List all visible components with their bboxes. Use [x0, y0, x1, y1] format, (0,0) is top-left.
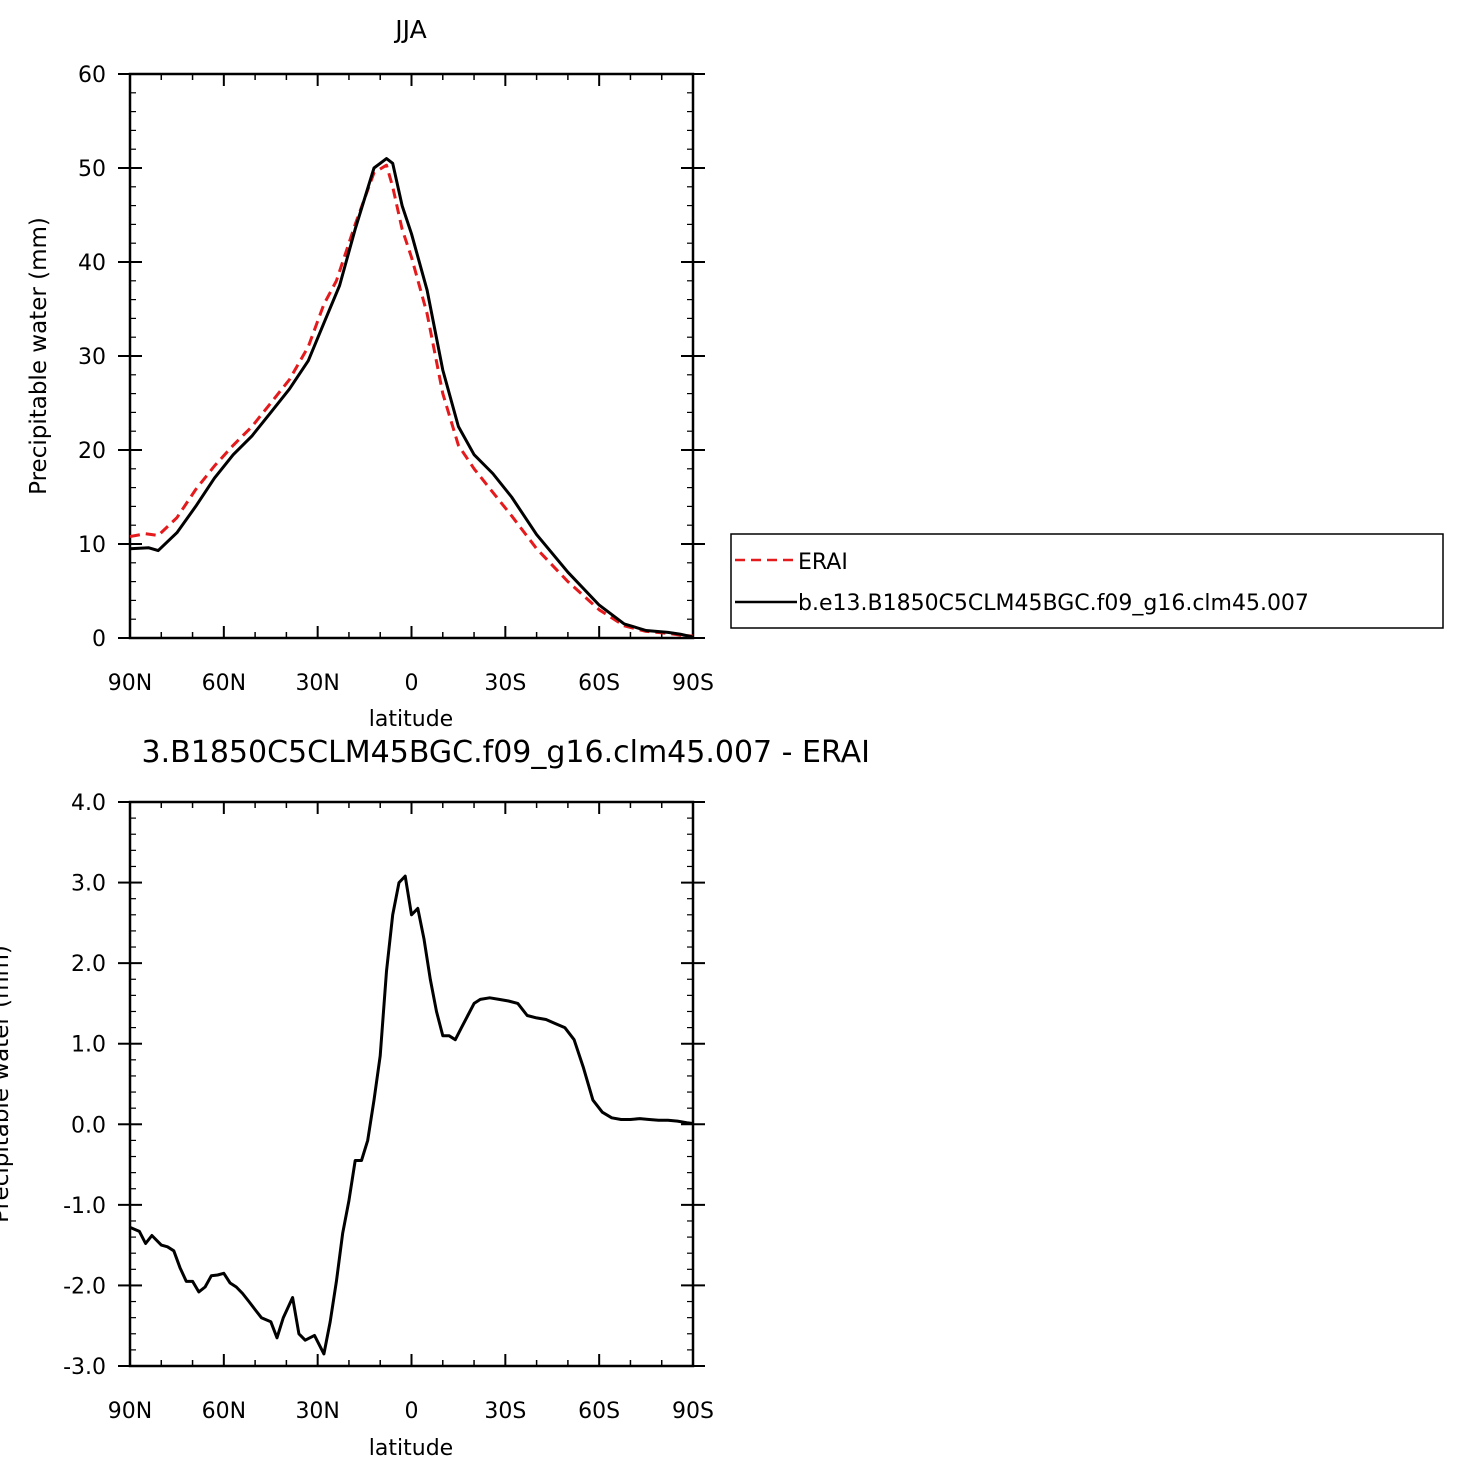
x-tick-label: 60S	[578, 671, 620, 696]
x-tick-label: 90N	[108, 1399, 152, 1424]
legend-label-model: b.e13.B1850C5CLM45BGC.f09_g16.clm45.007	[798, 591, 1309, 616]
bottom-series	[130, 874, 693, 1356]
x-tick-label: 30S	[484, 671, 526, 696]
bottom-chart: 3.B1850C5CLM45BGC.f09_g16.clm45.007 - ER…	[0, 735, 870, 1461]
x-tick-label: 90N	[108, 671, 152, 696]
top-tick-labels: 90N 60N 30N 0 30S 60S 90S 0 10 20 30 40 50 60	[78, 63, 714, 696]
y-tick-label: 50	[78, 157, 106, 182]
x-tick-label: 30N	[295, 1399, 339, 1424]
top-series	[130, 157, 693, 638]
bottom-x-axis-label: latitude	[369, 1436, 453, 1461]
top-y-axis-label: Precipitable water (mm)	[26, 217, 52, 495]
x-tick-label: 90S	[672, 671, 714, 696]
x-tick-label: 90S	[672, 1399, 714, 1424]
y-tick-label: 40	[78, 251, 106, 276]
y-tick-label: 0.0	[71, 1113, 106, 1138]
y-tick-label: 10	[78, 533, 106, 558]
bottom-plot-frame	[128, 800, 695, 1368]
top-chart-title: JJA	[393, 15, 426, 44]
y-tick-label: 0	[92, 627, 106, 652]
top-x-axis-label: latitude	[369, 707, 453, 732]
top-plot-frame	[128, 72, 695, 640]
x-tick-label: 30S	[484, 1399, 526, 1424]
y-tick-label: -3.0	[63, 1355, 106, 1380]
top-series-line-0	[130, 163, 693, 638]
x-tick-label: 0	[405, 1399, 419, 1424]
bottom-y-axis-label: Precipitable water (mm)	[0, 945, 14, 1223]
y-tick-label: -2.0	[63, 1274, 106, 1299]
y-tick-label: 60	[78, 63, 106, 88]
x-tick-label: 60N	[202, 671, 246, 696]
bottom-ticks	[118, 801, 705, 1367]
y-tick-label: -1.0	[63, 1194, 106, 1219]
top-legend: ERAI b.e13.B1850C5CLM45BGC.f09_g16.clm45…	[730, 533, 1444, 629]
x-tick-label: 30N	[295, 671, 339, 696]
top-ticks	[118, 73, 705, 639]
bottom-series-line-0	[130, 874, 693, 1356]
top-chart: JJA 90N 60N 30N 0 30S 60S 90S 0 10 20 30 40 50 60 lat…	[26, 15, 1444, 732]
y-tick-label: 1.0	[71, 1033, 106, 1058]
y-tick-label: 3.0	[71, 872, 106, 897]
y-tick-label: 2.0	[71, 952, 106, 977]
legend-box	[730, 533, 1444, 629]
x-tick-label: 60N	[202, 1399, 246, 1424]
y-tick-label: 30	[78, 345, 106, 370]
legend-label-erai: ERAI	[798, 550, 848, 575]
bottom-chart-title: 3.B1850C5CLM45BGC.f09_g16.clm45.007 - ER…	[142, 735, 870, 770]
x-tick-label: 0	[405, 671, 419, 696]
x-tick-label: 60S	[578, 1399, 620, 1424]
top-series-line-1	[130, 157, 693, 638]
y-tick-label: 20	[78, 439, 106, 464]
bottom-tick-labels: 90N 60N 30N 0 30S 60S 90S -3.0 -2.0 -1.0 0.0 1.0 2.0…	[63, 791, 714, 1424]
y-tick-label: 4.0	[71, 791, 106, 816]
